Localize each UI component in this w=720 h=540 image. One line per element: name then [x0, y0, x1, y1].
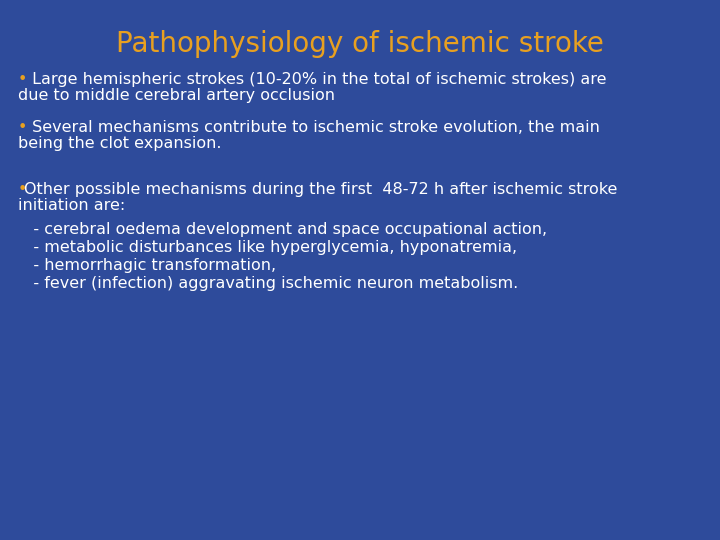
Text: initiation are:: initiation are: [18, 198, 125, 213]
Text: •: • [18, 120, 27, 135]
Text: Pathophysiology of ischemic stroke: Pathophysiology of ischemic stroke [116, 30, 604, 58]
Text: - metabolic disturbances like hyperglycemia, hyponatremia,: - metabolic disturbances like hyperglyce… [18, 240, 517, 255]
Text: •: • [18, 182, 27, 197]
Text: - hemorrhagic transformation,: - hemorrhagic transformation, [18, 258, 276, 273]
Text: Other possible mechanisms during the first  48-72 h after ischemic stroke: Other possible mechanisms during the fir… [24, 182, 617, 197]
Text: - fever (infection) aggravating ischemic neuron metabolism.: - fever (infection) aggravating ischemic… [18, 276, 518, 291]
Text: being the clot expansion.: being the clot expansion. [18, 136, 222, 151]
Text: due to middle cerebral artery occlusion: due to middle cerebral artery occlusion [18, 88, 335, 103]
Text: Large hemispheric strokes (10-20% in the total of ischemic strokes) are: Large hemispheric strokes (10-20% in the… [27, 72, 606, 87]
Text: Several mechanisms contribute to ischemic stroke evolution, the main: Several mechanisms contribute to ischemi… [27, 120, 600, 135]
Text: - cerebral oedema development and space occupational action,: - cerebral oedema development and space … [18, 222, 547, 237]
Text: •: • [18, 72, 27, 87]
